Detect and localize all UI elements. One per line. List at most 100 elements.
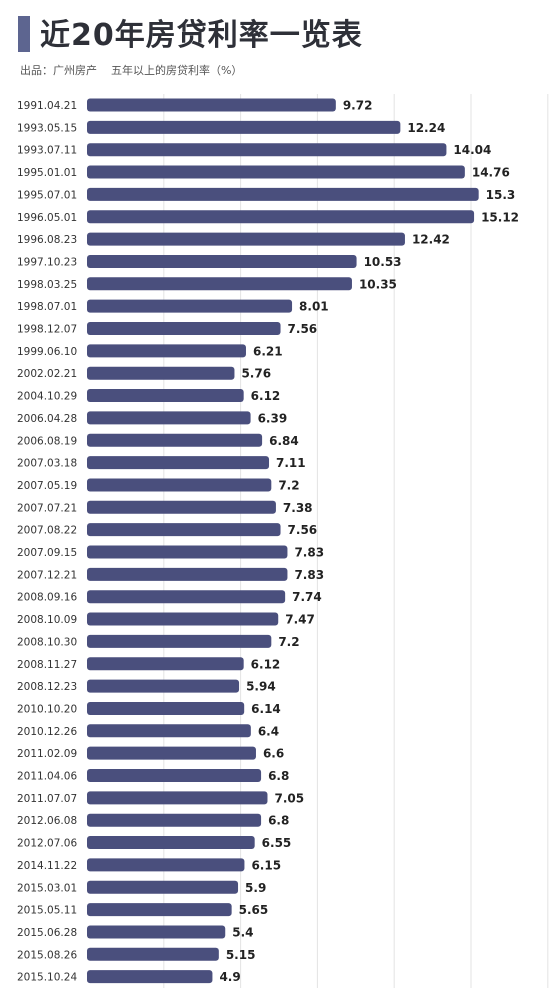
bar <box>87 836 255 850</box>
value-label: 6.15 <box>251 858 281 872</box>
bar <box>87 813 262 827</box>
category-label: 2007.03.18 <box>17 458 77 470</box>
bar <box>87 679 240 693</box>
bar <box>87 322 281 335</box>
category-label: 2007.09.15 <box>17 547 77 559</box>
value-label: 6.6 <box>263 747 284 761</box>
value-label: 6.14 <box>251 702 281 716</box>
bar <box>87 612 279 626</box>
category-label: 1995.01.01 <box>17 167 77 179</box>
value-label: 6.84 <box>269 434 299 448</box>
bar <box>87 590 286 604</box>
category-label: 2015.08.26 <box>17 949 77 961</box>
bar <box>87 970 213 984</box>
category-label: 1998.07.01 <box>17 301 77 313</box>
bar <box>87 500 276 514</box>
category-label: 2015.03.01 <box>17 882 77 894</box>
category-label: 2008.11.27 <box>17 659 77 671</box>
bar <box>87 232 405 246</box>
category-label: 1996.05.01 <box>17 212 77 224</box>
category-label: 2007.07.21 <box>17 502 77 514</box>
bar <box>87 791 268 805</box>
bar <box>87 433 263 447</box>
bar <box>87 925 226 939</box>
category-label: 1998.03.25 <box>17 279 77 291</box>
bar <box>87 701 245 715</box>
value-label: 7.56 <box>288 523 318 537</box>
category-label: 2007.08.22 <box>17 525 77 537</box>
value-label: 6.39 <box>258 411 288 425</box>
bar <box>87 165 465 179</box>
value-label: 6.12 <box>251 389 281 403</box>
value-label: 8.01 <box>299 300 329 314</box>
value-label: 6.12 <box>251 657 281 671</box>
category-label: 2008.10.09 <box>17 614 77 626</box>
bar <box>87 344 246 358</box>
category-label: 1997.10.23 <box>17 256 77 268</box>
value-label: 7.05 <box>274 791 304 805</box>
value-label: 6.8 <box>268 814 289 828</box>
category-label: 2011.04.06 <box>17 771 77 783</box>
value-label: 7.2 <box>278 478 299 492</box>
value-label: 15.3 <box>486 188 516 202</box>
value-label: 12.42 <box>412 233 450 247</box>
bar <box>87 724 251 738</box>
bar <box>87 746 256 760</box>
value-label: 6.8 <box>268 769 289 783</box>
bar <box>87 903 232 917</box>
category-label: 1991.04.21 <box>17 100 77 112</box>
value-label: 7.74 <box>292 590 322 604</box>
value-label: 4.9 <box>219 970 240 984</box>
category-label: 2007.12.21 <box>17 569 77 581</box>
category-label: 2006.04.28 <box>17 413 77 425</box>
value-label: 14.04 <box>453 143 491 157</box>
bar <box>87 456 270 470</box>
value-label: 6.21 <box>253 344 283 358</box>
value-label: 12.24 <box>407 121 445 135</box>
value-label: 7.83 <box>294 568 324 582</box>
bar <box>87 299 293 313</box>
category-label: 2008.10.30 <box>17 636 77 648</box>
category-label: 2011.02.09 <box>17 748 77 760</box>
value-label: 7.83 <box>294 546 324 560</box>
category-label: 2011.07.07 <box>17 793 77 805</box>
value-label: 5.65 <box>239 903 269 917</box>
bar <box>87 411 251 425</box>
bar <box>87 880 239 894</box>
bar <box>87 143 447 157</box>
category-label: 2007.05.19 <box>17 480 77 492</box>
value-label: 14.76 <box>472 166 510 180</box>
value-label: 9.72 <box>343 99 373 113</box>
value-label: 7.47 <box>285 613 315 627</box>
category-label: 2015.10.24 <box>17 972 77 984</box>
category-label: 2010.12.26 <box>17 726 77 738</box>
category-label: 1995.07.01 <box>17 189 77 201</box>
bar <box>87 210 475 224</box>
value-label: 10.53 <box>364 255 402 269</box>
category-label: 2008.09.16 <box>17 592 77 604</box>
category-label: 2012.06.08 <box>17 815 77 827</box>
value-label: 7.2 <box>278 635 299 649</box>
value-label: 7.11 <box>276 456 306 470</box>
bar <box>87 567 288 581</box>
bar <box>87 98 336 112</box>
category-label: 1993.07.11 <box>17 145 77 157</box>
category-label: 2004.10.29 <box>17 391 77 403</box>
category-label: 2012.07.06 <box>17 838 77 850</box>
bar <box>87 545 288 559</box>
chart-title: 近20年房贷利率一览表 <box>40 18 363 53</box>
bar <box>87 523 281 537</box>
category-label: 2015.06.28 <box>17 927 77 939</box>
value-label: 7.56 <box>288 322 318 336</box>
bar <box>87 657 244 671</box>
bar <box>87 277 352 291</box>
value-label: 5.4 <box>232 925 253 939</box>
value-label: 6.55 <box>262 836 292 850</box>
value-label: 5.9 <box>245 881 266 895</box>
bar <box>87 947 219 961</box>
category-label: 1996.08.23 <box>17 234 77 246</box>
category-label: 2008.12.23 <box>17 681 77 693</box>
bar <box>87 634 272 648</box>
category-label: 1998.12.07 <box>17 324 77 336</box>
